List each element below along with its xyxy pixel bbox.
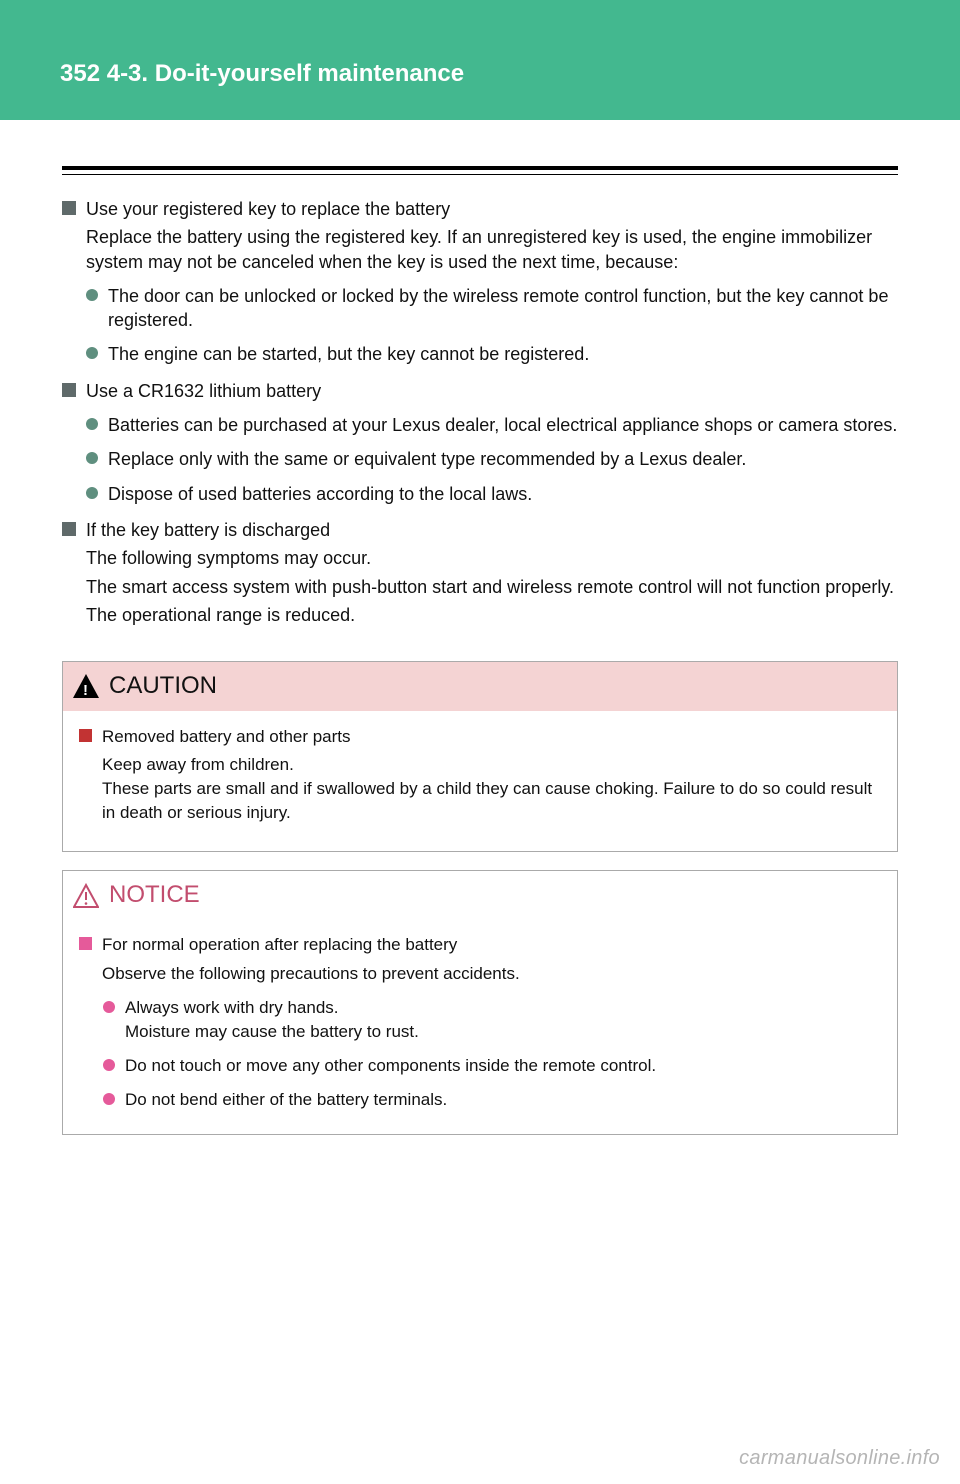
caution-text: Keep away from children. These parts are…	[102, 753, 881, 825]
red-square-icon	[79, 729, 92, 742]
caution-label: CAUTION	[109, 670, 217, 702]
notice-label: NOTICE	[109, 879, 200, 911]
page-number: 352	[60, 60, 100, 87]
section-body: The following symptoms may occur.	[86, 546, 898, 570]
bullet-text: The engine can be started, but the key c…	[108, 342, 589, 366]
bullet-row: Replace only with the same or equivalent…	[86, 447, 898, 471]
section-block: Use your registered key to replace the b…	[62, 197, 898, 274]
bullet-text: Do not bend either of the battery termin…	[125, 1088, 447, 1112]
dot-icon	[86, 347, 98, 359]
caution-section-title: Removed battery and other parts	[102, 725, 881, 749]
dot-pink-icon	[103, 1001, 115, 1013]
warning-triangle-black-icon: !	[73, 674, 99, 698]
section-heading: Use your registered key to replace the b…	[86, 197, 898, 221]
bullet-row: The engine can be started, but the key c…	[86, 342, 898, 366]
section-title: 4-3. Do-it-yourself maintenance	[107, 60, 464, 87]
bullet-text: Always work with dry hands. Moisture may…	[125, 996, 419, 1044]
dot-icon	[86, 418, 98, 430]
section-block: If the key battery is discharged The fol…	[62, 518, 898, 627]
section-block: Use a CR1632 lithium battery	[62, 379, 898, 403]
section-line: The smart access system with push-button…	[86, 575, 898, 599]
bullet-text: Dispose of used batteries according to t…	[108, 482, 532, 506]
top-rule-thick	[62, 166, 898, 170]
notice-header: NOTICE	[63, 871, 897, 919]
notice-body: For normal operation after replacing the…	[63, 919, 897, 1134]
bullet-text: Replace only with the same or equivalent…	[108, 447, 746, 471]
bullet-row: Dispose of used batteries according to t…	[86, 482, 898, 506]
bullet-row: Batteries can be purchased at your Lexus…	[86, 413, 898, 437]
bullet-row: Always work with dry hands. Moisture may…	[103, 996, 881, 1044]
watermark: carmanualsonline.info	[739, 1447, 940, 1470]
notice-box: NOTICE For normal operation after replac…	[62, 870, 898, 1135]
caution-box: ! CAUTION Removed battery and other part…	[62, 661, 898, 852]
dot-pink-icon	[103, 1059, 115, 1071]
notice-lead: Observe the following precautions to pre…	[102, 962, 881, 986]
dot-icon	[86, 487, 98, 499]
bullet-text: The door can be unlocked or locked by th…	[108, 284, 898, 333]
square-marker-icon	[62, 201, 76, 215]
header-band: 352 4-3. Do-it-yourself maintenance	[0, 0, 960, 120]
warning-triangle-outline-icon	[73, 883, 99, 907]
section-heading: If the key battery is discharged	[86, 518, 898, 542]
bullet-row: The door can be unlocked or locked by th…	[86, 284, 898, 333]
section-line: The operational range is reduced.	[86, 603, 898, 627]
square-marker-icon	[62, 383, 76, 397]
bullet-text: Do not touch or move any other component…	[125, 1054, 656, 1078]
dot-icon	[86, 452, 98, 464]
page-content: Use your registered key to replace the b…	[0, 120, 960, 1135]
square-marker-icon	[62, 522, 76, 536]
notice-section-title: For normal operation after replacing the…	[102, 933, 881, 957]
section-heading: Use a CR1632 lithium battery	[86, 379, 898, 403]
bullet-text: Batteries can be purchased at your Lexus…	[108, 413, 897, 437]
section-body: Replace the battery using the registered…	[86, 225, 898, 274]
top-rule-thin	[62, 174, 898, 175]
bullet-row: Do not touch or move any other component…	[103, 1054, 881, 1078]
pink-square-icon	[79, 937, 92, 950]
dot-pink-icon	[103, 1093, 115, 1105]
bullet-row: Do not bend either of the battery termin…	[103, 1088, 881, 1112]
caution-header: ! CAUTION	[63, 662, 897, 710]
dot-icon	[86, 289, 98, 301]
caution-body: Removed battery and other parts Keep awa…	[63, 711, 897, 852]
